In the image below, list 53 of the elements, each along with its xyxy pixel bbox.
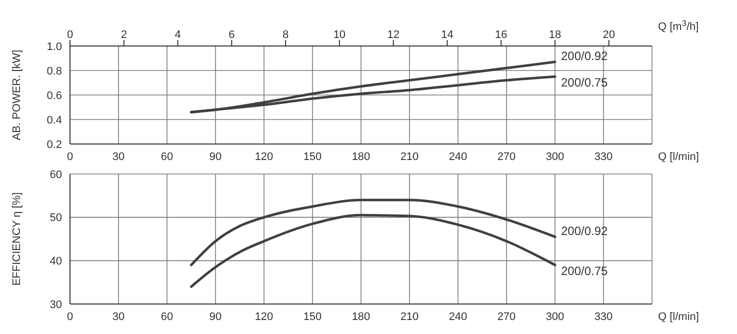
series-label: 200/0.75 <box>561 264 608 278</box>
x-tick-label: 0 <box>66 150 74 163</box>
y-axis-title: AB. POWER. [kW] <box>11 50 23 140</box>
x-tick-label: 90 <box>209 150 222 163</box>
x2-tick-label: 6 <box>228 29 235 41</box>
x-tick-label: 240 <box>448 150 468 163</box>
x2-tick-label: 12 <box>387 29 400 41</box>
x-tick-label: 0 <box>66 310 74 323</box>
x-axis-title: Q [l/min] <box>658 151 699 163</box>
y-tick-label: 1.0 <box>46 40 62 53</box>
x-tick-label: 150 <box>303 150 322 163</box>
y-tick-label: 40 <box>50 256 62 268</box>
x-tick-label: 60 <box>160 310 174 323</box>
x-tick-label: 240 <box>448 310 468 323</box>
x2-tick-label: 10 <box>333 29 346 41</box>
y-tick-label: 60 <box>50 168 62 181</box>
x2-tick-label: 18 <box>548 29 562 41</box>
x-tick-label: 270 <box>497 310 516 323</box>
x-tick-label: 330 <box>594 150 613 163</box>
x2-tick-label: 0 <box>66 29 74 41</box>
x-tick-label: 180 <box>352 150 370 163</box>
x2-tick-label: 20 <box>602 29 616 41</box>
series-label: 200/0.92 <box>561 224 608 238</box>
x2-tick-label: 8 <box>282 29 289 41</box>
series-label: 200/0.75 <box>561 76 608 90</box>
x-axis-title: Q [l/min] <box>658 311 699 323</box>
y-tick-label: 0.4 <box>46 114 62 126</box>
x-tick-label: 330 <box>594 310 613 323</box>
x2-axis-title: Q [m$^{3}$/h] <box>658 18 699 33</box>
x-tick-label: 150 <box>303 310 322 323</box>
x-tick-label: 30 <box>112 150 125 163</box>
x-tick-label: 180 <box>352 310 370 323</box>
y-tick-label: 0.6 <box>46 90 62 102</box>
x-tick-label: 120 <box>254 310 274 323</box>
x2-tick-label: 14 <box>441 29 454 41</box>
x-tick-label: 60 <box>160 150 174 163</box>
x2-tick-label: 4 <box>174 29 181 41</box>
x2-tick-label: 16 <box>494 29 508 41</box>
series-label: 200/0.92 <box>561 48 608 63</box>
x-tick-label: 210 <box>400 150 419 163</box>
y-axis-title: EFFICIENCY η [%] <box>11 192 23 286</box>
y-tick-label: 0.2 <box>46 138 62 151</box>
x-tick-label: 270 <box>497 150 516 163</box>
y-tick-label: 0.8 <box>46 65 62 78</box>
y-tick-label: 50 <box>50 212 62 224</box>
x-tick-label: 300 <box>546 310 564 323</box>
x2-tick-label: 2 <box>120 29 127 41</box>
y-tick-label: 30 <box>50 298 62 311</box>
x-tick-label: 30 <box>112 310 125 323</box>
x-tick-label: 120 <box>254 150 274 163</box>
x-tick-label: 90 <box>209 310 222 323</box>
x-tick-label: 210 <box>400 310 419 323</box>
x-tick-label: 300 <box>546 150 564 163</box>
